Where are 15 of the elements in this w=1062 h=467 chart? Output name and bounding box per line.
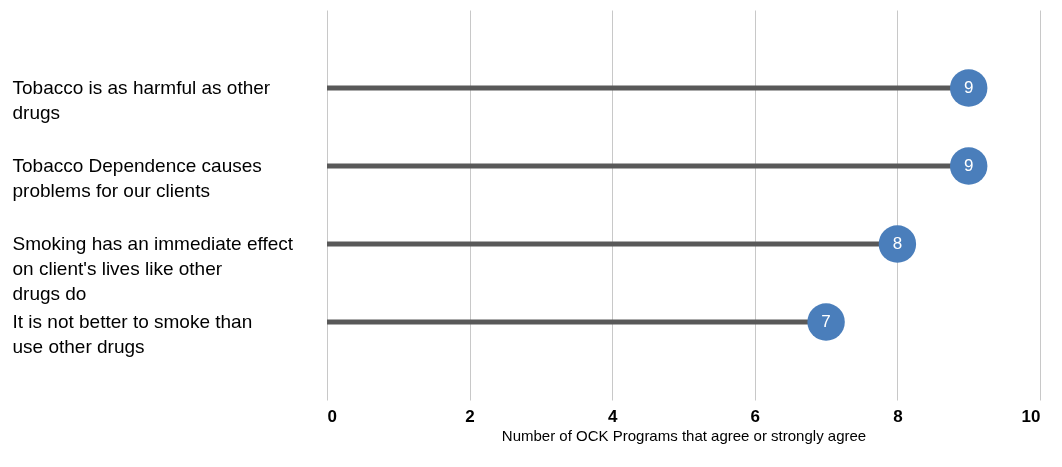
data-label: 9: [963, 78, 974, 97]
y-tick-label: Tobacco Dependence causes problems for our clients: [12, 155, 262, 201]
data-label: 8: [892, 234, 903, 253]
x-tick-label: 10: [1021, 406, 1041, 426]
data-label: 7: [821, 312, 831, 331]
x-tick-label: 6: [750, 406, 761, 426]
x-axis-title: Number of OCK Programs that agree or strongly agree: [501, 426, 867, 444]
x-tick-label: 0: [327, 406, 337, 426]
x-tick-label: 4: [607, 406, 618, 426]
x-tick-label: 8: [893, 406, 903, 426]
x-tick-label: 2: [465, 406, 475, 426]
y-tick-label: It is not better to smoke than use other drugs: [12, 311, 253, 357]
y-tick-label: Smoking has an immediate effect on client's lives like other drugs do: [12, 233, 294, 304]
y-tick-label: Tobacco is as harmful as other drugs: [12, 77, 271, 123]
data-label: 9: [963, 156, 974, 175]
